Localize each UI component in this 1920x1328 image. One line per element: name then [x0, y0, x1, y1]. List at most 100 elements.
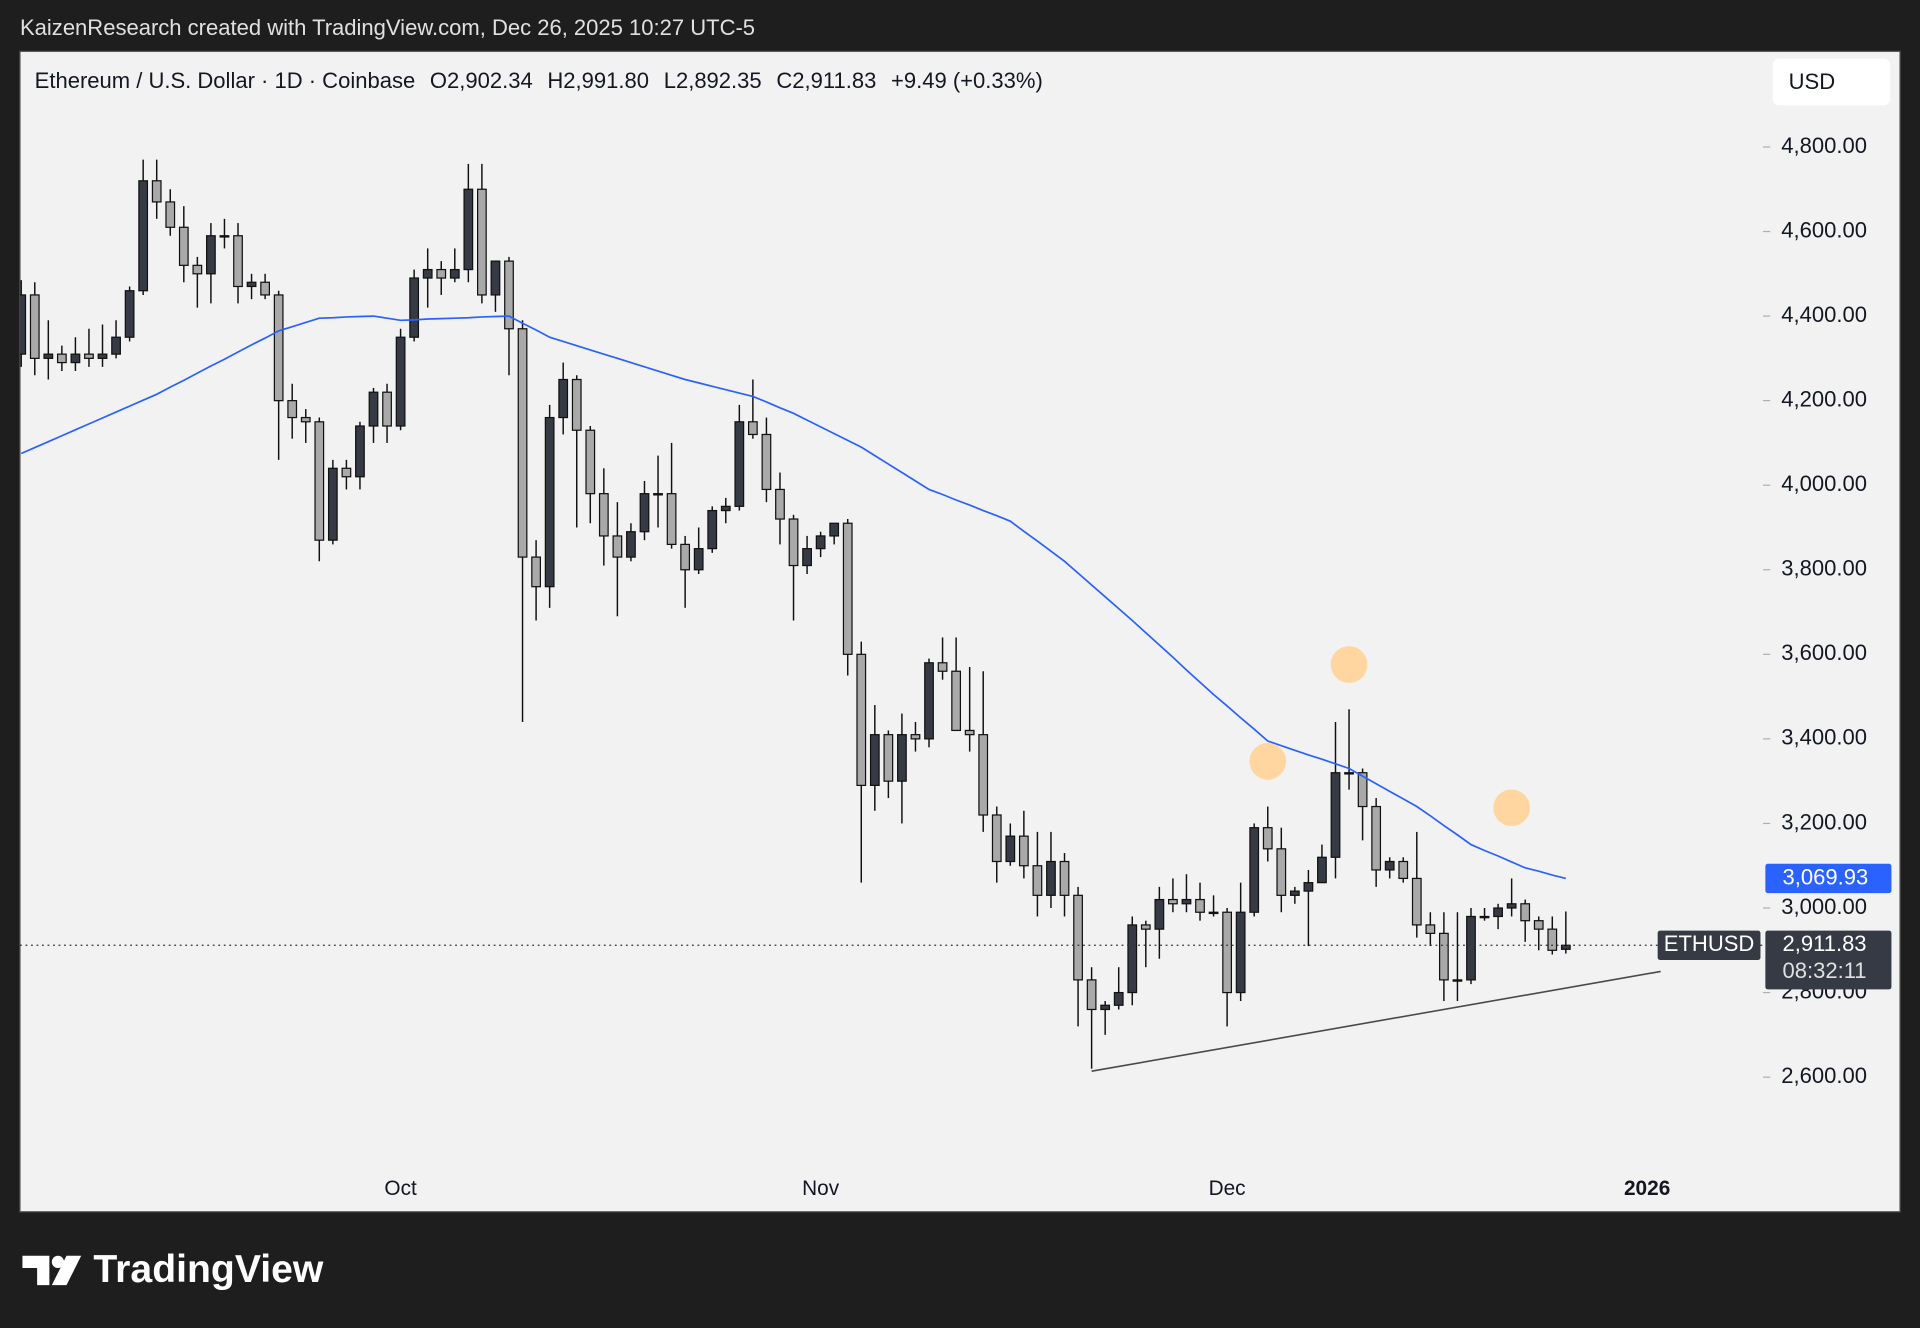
candle-body	[1493, 907, 1503, 918]
marker	[1249, 742, 1287, 780]
candle-body	[531, 556, 541, 588]
candle-body	[1059, 860, 1070, 896]
candle-body	[1547, 928, 1558, 951]
candle-body	[1208, 911, 1219, 915]
symbol-tag	[1657, 930, 1761, 960]
candle-body	[138, 180, 149, 292]
candle-body	[815, 535, 826, 550]
candle-body	[1005, 835, 1016, 863]
candle-body	[151, 180, 162, 203]
candle-body	[490, 260, 501, 296]
candle-body	[707, 509, 718, 550]
candle-body	[802, 548, 812, 567]
candle-body	[314, 421, 325, 541]
candle-body	[517, 328, 528, 558]
candle-body	[19, 294, 27, 355]
legend-header: Ethereum / U.S. Dollar · 1D · Coinbase O2…	[35, 68, 1043, 93]
candle-body	[1303, 882, 1314, 892]
candle-body	[693, 548, 704, 571]
candle-body	[883, 734, 894, 782]
candle-body	[937, 662, 948, 672]
candle-body	[1520, 903, 1531, 922]
candle-body	[761, 433, 772, 491]
candle-body	[70, 353, 81, 364]
candle-body	[300, 416, 311, 423]
logo-mark	[22, 1255, 50, 1286]
candle-body	[720, 505, 731, 512]
y-tick-label: 3,800.00	[1781, 556, 1867, 581]
candle-body	[260, 281, 271, 296]
candle-body	[1371, 805, 1382, 871]
candle-body	[192, 264, 203, 275]
candle-body	[964, 729, 975, 736]
candle-body	[219, 235, 230, 238]
candle-body	[436, 268, 447, 279]
candle-body	[978, 734, 989, 816]
candle-body	[924, 662, 934, 740]
candle-body	[910, 734, 921, 740]
overlay: 2,600.002,800.003,000.003,200.003,400.00…	[384, 133, 1892, 1200]
candle-body	[29, 294, 40, 359]
candle-body	[1073, 894, 1083, 981]
ohlc-high: H2,991.80	[547, 68, 649, 93]
moving-average	[20, 315, 1567, 880]
marker	[1493, 789, 1530, 827]
candle-body	[287, 400, 298, 419]
candle-body	[382, 391, 392, 427]
y-tick-label: 3,600.00	[1781, 640, 1867, 665]
currency-label[interactable]: USD	[1789, 69, 1835, 94]
trendline	[1091, 970, 1661, 1073]
candle-body	[1330, 772, 1341, 858]
candle-body	[1032, 865, 1043, 896]
candle-body	[1113, 991, 1124, 1006]
candle-body	[612, 535, 623, 558]
candle-body	[504, 260, 514, 330]
candle-body	[1438, 932, 1449, 981]
candle-body	[585, 429, 596, 495]
candle-body	[666, 493, 677, 546]
candle-body	[1127, 924, 1138, 994]
y-tick-label: 2,600.00	[1781, 1063, 1867, 1088]
candle-body	[1506, 903, 1517, 909]
candle-body	[1046, 860, 1056, 896]
candle-body	[1289, 890, 1300, 896]
candle-body	[1466, 915, 1476, 981]
candle-body	[97, 353, 108, 359]
candle-body	[43, 353, 54, 359]
candle-body	[653, 493, 663, 496]
candle-body	[206, 235, 216, 275]
candle-body	[273, 294, 284, 402]
candle-body	[395, 336, 406, 427]
y-tick-label: 4,400.00	[1781, 302, 1867, 327]
candle-body	[1262, 827, 1273, 850]
candle-body	[1086, 979, 1097, 1011]
candle-body	[1411, 877, 1422, 926]
currency-button[interactable]	[1772, 58, 1891, 106]
candle-body	[544, 416, 555, 588]
ohlc-change: +9.49 (+0.33%)	[891, 68, 1043, 93]
candle-body	[124, 290, 135, 338]
y-tick-label: 4,000.00	[1781, 471, 1867, 496]
candle-body	[1018, 835, 1029, 867]
candle-body	[1425, 924, 1436, 934]
brand-logo	[22, 1255, 82, 1286]
candle-body	[449, 268, 460, 279]
candle-body	[368, 391, 379, 427]
candle-body	[734, 421, 745, 507]
candle-body	[1168, 898, 1178, 905]
ma-tag	[1765, 863, 1892, 894]
candle-body	[1533, 920, 1544, 930]
y-tick-label: 4,800.00	[1781, 133, 1867, 158]
symbol-label: ETHUSD	[1664, 931, 1755, 956]
candle-body	[842, 522, 853, 655]
ohlc-close: C2,911.83	[776, 68, 876, 93]
ohlc-open: O2,902.34	[430, 68, 533, 93]
y-tick-label: 4,200.00	[1781, 386, 1867, 411]
candle-body	[1560, 944, 1571, 950]
x-tick-label: Nov	[802, 1177, 840, 1200]
chart-title: Ethereum / U.S. Dollar · 1D · Coinbase	[35, 68, 416, 93]
candle-body	[111, 336, 121, 355]
ohlc-low: L2,892.35	[664, 68, 762, 93]
